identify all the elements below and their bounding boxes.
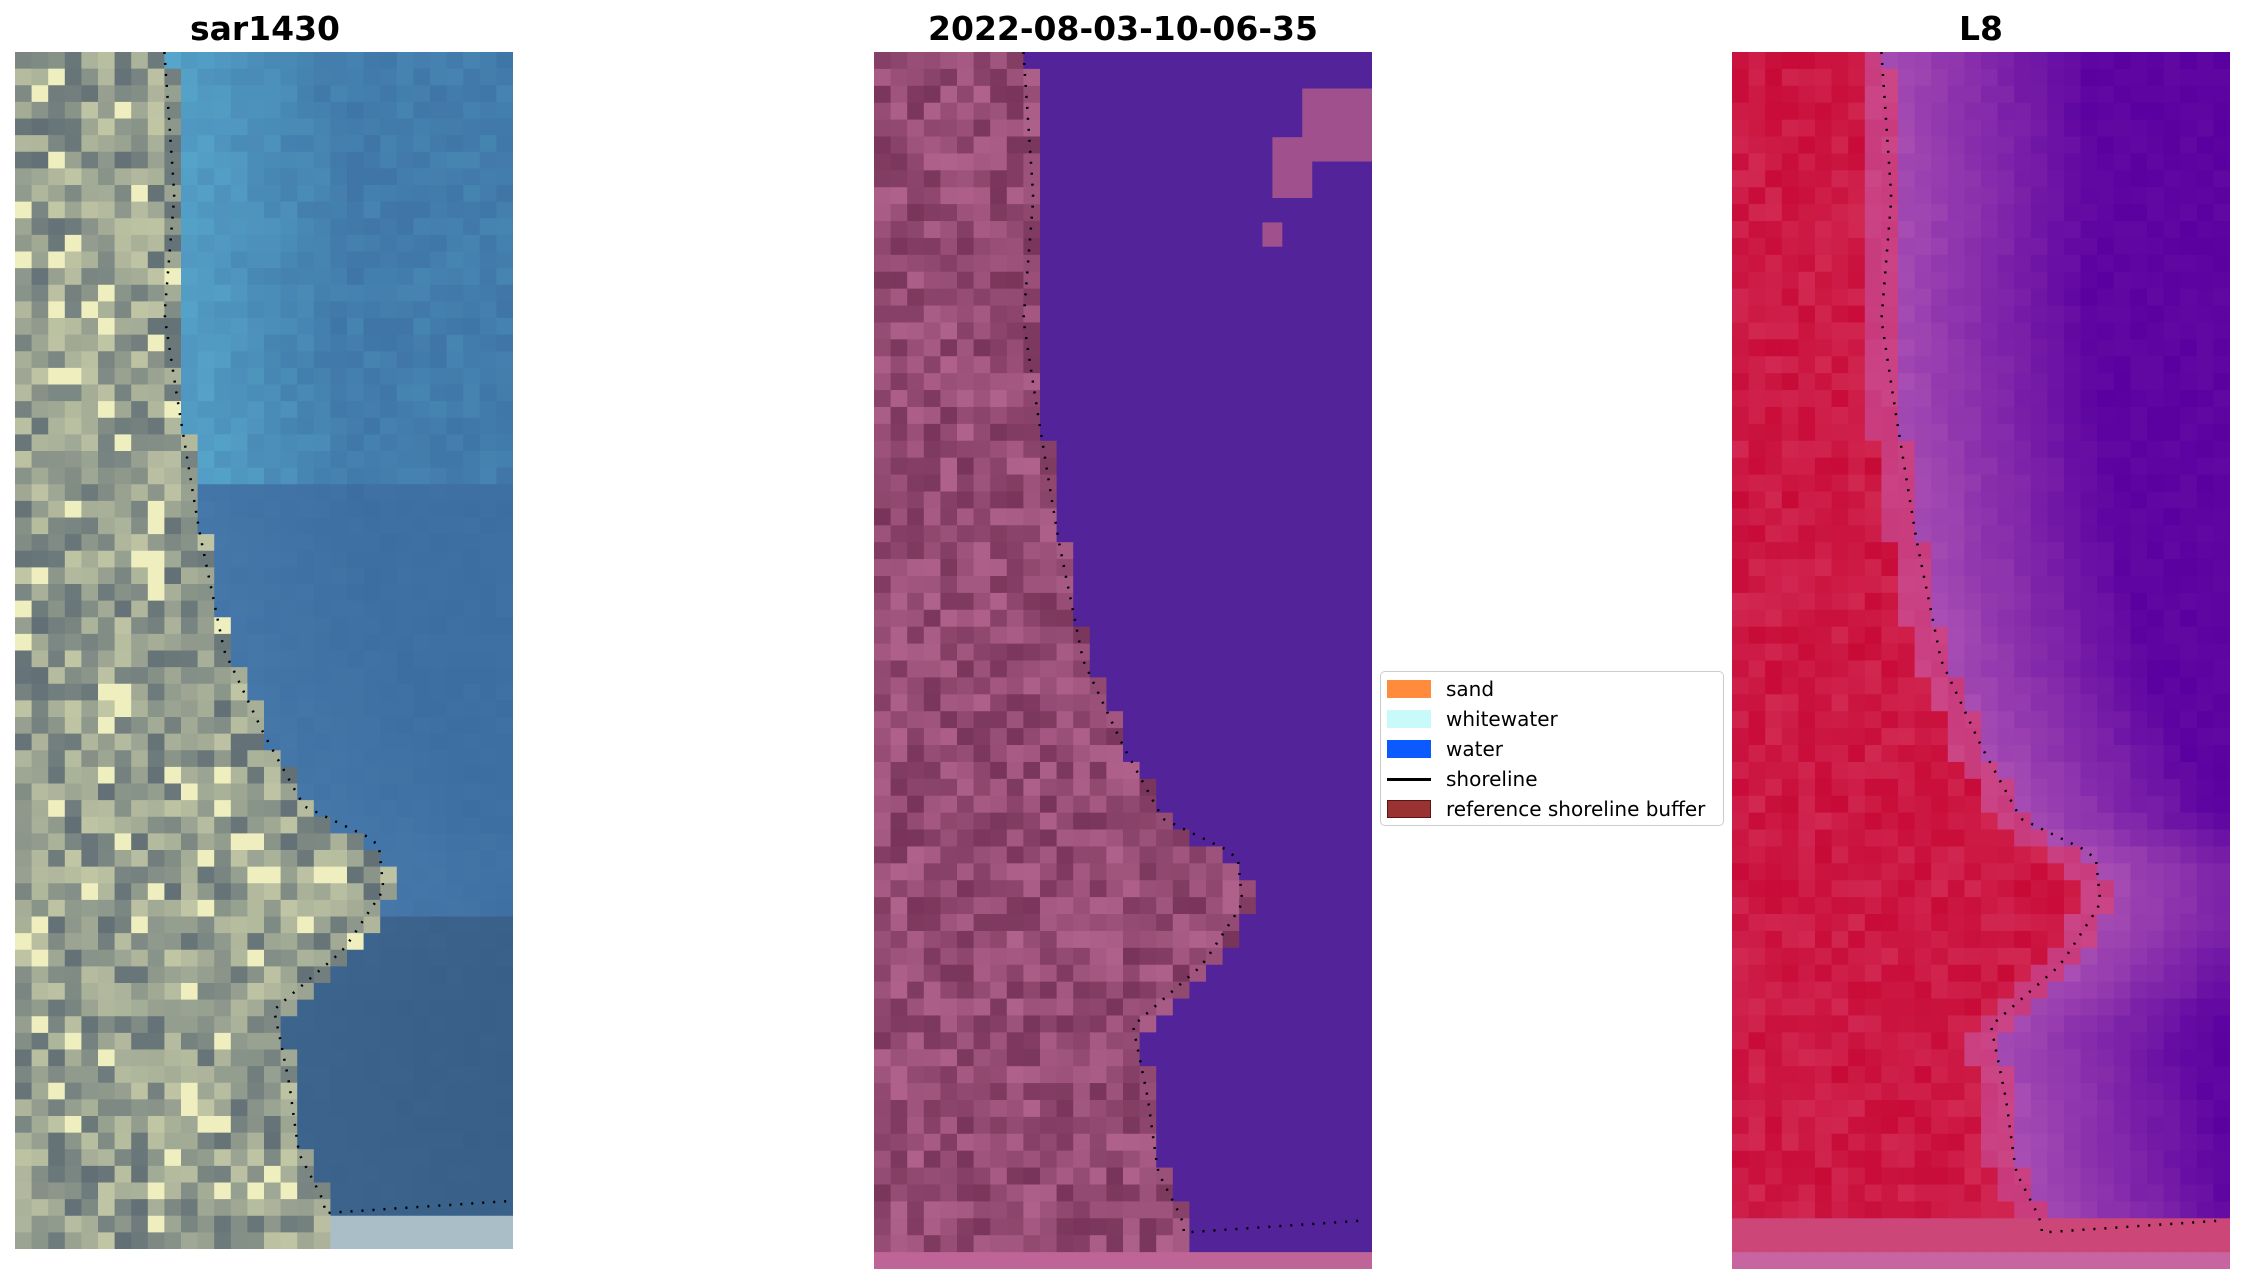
legend-label-water: water [1446,737,1503,761]
legend-item-sand: sand [1387,676,1494,702]
legend-item-whitewater: whitewater [1387,706,1558,732]
classified-image-panel [874,52,1372,1269]
shoreline-line-swatch [1387,777,1431,781]
shoreline-line [163,52,509,1215]
legend-item-water: water [1387,736,1503,762]
legend-label-shoreline: shoreline [1446,767,1538,791]
water-swatch [1387,740,1431,758]
false-color-image [1732,52,2230,1269]
legend-label-whitewater: whitewater [1446,707,1558,731]
legend-label-sand: sand [1446,677,1495,701]
legend-label-reference-buffer: reference shoreline buffer [1446,797,1706,821]
reference-buffer-swatch [1387,800,1431,818]
shoreline-line [1022,52,1368,1234]
legend-item-shoreline: shoreline [1387,766,1538,792]
classified-image [874,52,1372,1269]
true-color-image [15,52,513,1249]
legend: sand whitewater water shoreline referenc… [1380,671,1724,826]
true-color-image-panel [15,52,513,1249]
panel-title-l8: L8 [1959,9,2003,48]
false-color-image-panel [1732,52,2230,1269]
shoreline-line [1880,52,2226,1234]
panel-title-date: 2022-08-03-10-06-35 [928,9,1318,48]
whitewater-swatch [1387,710,1431,728]
panel-title-sar1430: sar1430 [189,9,341,48]
sand-swatch [1387,680,1431,698]
legend-item-reference-buffer: reference shoreline buffer [1387,796,1705,822]
